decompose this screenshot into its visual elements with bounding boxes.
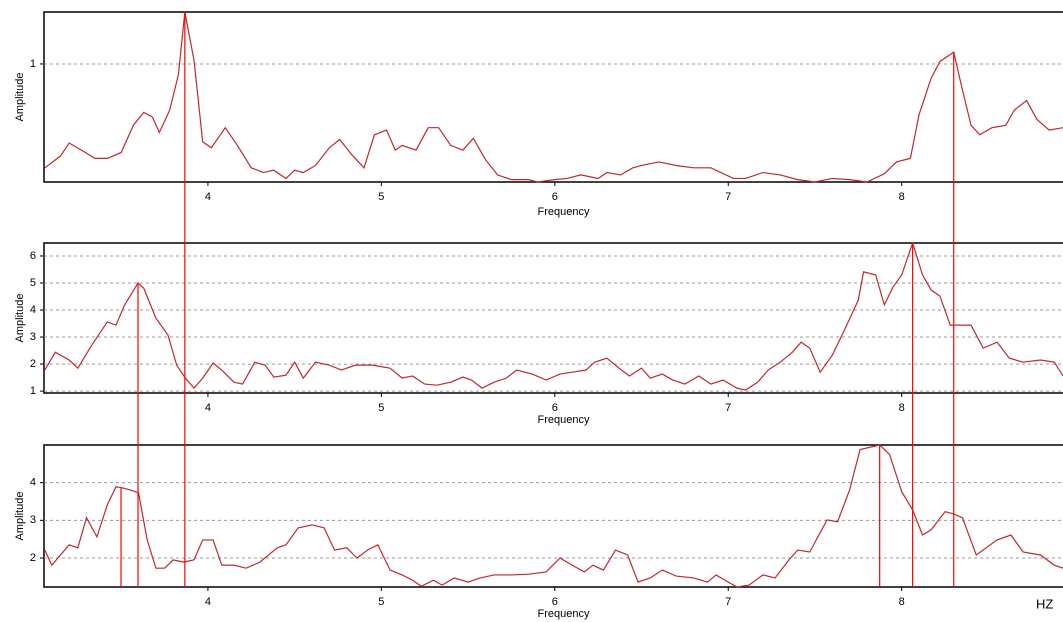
y-tick-label: 4 [30,477,36,489]
y-axis-label: Amplitude [14,294,26,343]
data-line [44,444,1063,588]
plot-frame [43,444,1063,588]
y-axis-label: Amplitude [14,73,26,122]
x-tick-label: 6 [552,191,558,203]
x-tick-label: 7 [725,402,731,414]
x-tick-label: 8 [899,402,905,414]
x-tick-label: 5 [378,191,384,203]
x-unit: HZ [1036,596,1053,611]
y-axis-label: Amplitude [14,492,26,541]
x-tick-label: 5 [378,596,384,608]
y-tick-label: 1 [30,385,36,397]
y-tick-label: 2 [30,358,36,370]
x-tick-label: 8 [899,596,905,608]
y-tick-label: 2 [30,552,36,564]
x-tick-label: 6 [552,596,558,608]
x-tick-label: 4 [205,402,211,414]
data-line [44,242,1063,391]
y-tick-label: 5 [30,277,36,289]
x-tick-label: 8 [899,191,905,203]
x-tick-label: 5 [378,402,384,414]
panel: 1 2 3 4 5 6 4 5 6 7 8 Frequency Amplitude [14,242,1063,426]
x-axis-label: Frequency [538,414,590,426]
x-tick-label: 4 [205,596,211,608]
y-tick-label: 3 [30,514,36,526]
x-tick-label: 4 [205,191,211,203]
y-tick-label: 3 [30,331,36,343]
panel: 1 4 5 6 7 8 Frequency Amplitude [14,11,1063,218]
x-axis-label: Frequency [538,608,590,620]
x-axis-label: Frequency [538,206,590,218]
plot-frame [43,242,1063,394]
y-tick-label: 4 [30,304,36,316]
x-tick-label: 6 [552,402,558,414]
plot-frame [43,11,1063,183]
y-tick-label: 1 [30,58,36,70]
x-tick-label: 7 [725,191,731,203]
data-line [44,11,1063,183]
panel: 2 3 4 4 5 6 7 8 Frequency Amplitude HZ [14,444,1063,620]
x-tick-label: 7 [725,596,731,608]
y-tick-label: 6 [30,250,36,262]
